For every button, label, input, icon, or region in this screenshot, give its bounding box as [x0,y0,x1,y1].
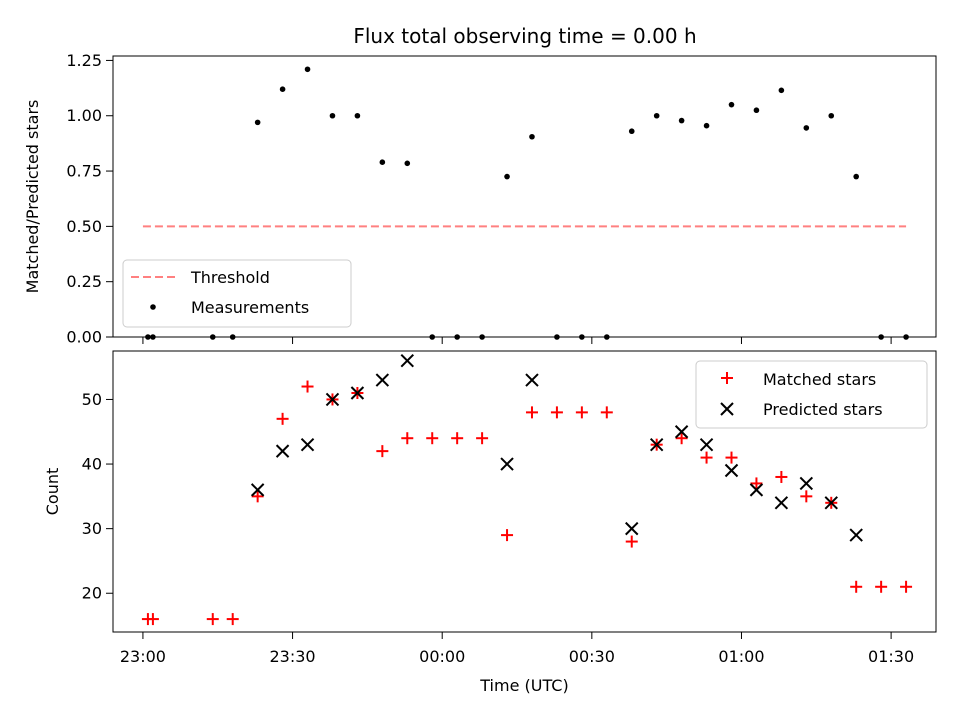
predicted-point [699,437,714,452]
predicted-point [649,437,664,452]
matched-point [376,445,389,458]
matched-point [900,580,913,593]
measurement-point [653,112,660,119]
measurement-point [703,122,710,129]
predicted-point [525,373,539,387]
x-tick-label: 01:30 [868,647,914,666]
x-tick-label: 00:00 [419,647,465,666]
matched-point [600,406,613,419]
matched-point [700,451,713,464]
matched-point [226,613,239,626]
x-axis-label: Time (UTC) [479,676,568,695]
matched-point [850,580,863,593]
bottom-y-tick-label: 20 [82,584,102,603]
bottom-legend: Matched stars Predicted stars [695,360,928,429]
legend-measurements-label: Measurements [191,298,309,317]
matched-point [206,613,219,626]
predicted-point [625,521,639,536]
measurement-point [753,107,760,114]
predicted-point [824,496,838,510]
predicted-point [500,457,514,471]
bottom-y-tick-label: 50 [82,390,102,409]
measurement-point [803,125,810,131]
measurement-point [529,133,535,140]
matched-point [525,406,538,419]
measurement-point [279,86,286,92]
top-panel-frame [112,55,937,338]
predicted-point [774,496,789,510]
measurement-point [728,101,735,108]
matched-point [301,380,314,393]
measurement-point [778,87,785,94]
top-y-tick-label: 0.25 [66,272,102,291]
measurement-point [329,112,336,119]
predicted-point [400,353,414,368]
top-y-tick-label: 0.00 [66,328,102,347]
bottom-y-tick-label: 30 [82,519,102,538]
measurement-point [354,112,361,119]
predicted-point [325,392,340,407]
measurement-point [379,159,386,166]
predicted-point [275,444,290,458]
top-panel: 0.00 0.25 0.50 0.75 1.00 1.25 Matched/Predict… [23,51,937,347]
predicted-point [674,425,689,439]
measurement-point [304,66,311,73]
top-y-tick-label: 1.25 [66,51,102,70]
x-tick-label: 23:30 [270,647,316,666]
predicted-point [849,528,863,542]
predicted-point [350,386,365,400]
matched-point [675,432,688,445]
x-tick-label: 00:30 [569,647,615,666]
measurement-point [628,128,635,135]
matched-point [476,432,489,445]
top-legend: Threshold Measurements [122,259,352,328]
bottom-panel-frame [112,350,937,633]
legend-predicted-swatch [720,402,734,416]
top-y-tick-label: 0.50 [66,217,102,236]
predicted-point [749,483,764,497]
predicted-point [375,373,390,387]
legend-matched-swatch [721,372,733,384]
legend-matched-label: Matched stars [763,370,876,389]
matched-point [146,613,159,626]
legend-measurements-swatch [150,304,156,310]
matched-point [875,580,888,593]
predicted-point [799,476,814,491]
matched-point [775,470,788,483]
matched-point [401,432,414,445]
predicted-point [724,463,739,478]
matched-point [251,490,264,503]
x-tick-label: 01:00 [718,647,764,666]
top-y-tick-label: 1.00 [66,106,102,125]
matched-point [725,451,738,464]
matched-point [426,432,439,445]
top-y-axis-label: Matched/Predicted stars [23,100,42,294]
x-tick-label: 23:00 [120,647,166,666]
bottom-y-tick-label: 40 [82,455,102,474]
matched-point [501,529,514,542]
matched-point [625,535,638,548]
chart-title: Flux total observing time = 0.00 h [353,24,696,48]
predicted-point [300,437,315,452]
measurement-point [254,119,261,126]
measurement-point [404,160,411,167]
predicted-point [250,483,265,497]
bottom-y-axis-label: Count [43,468,62,516]
matched-point [276,412,289,425]
measurement-point [853,173,859,180]
measurement-point [828,112,835,119]
matched-point [750,477,763,490]
matched-point [800,490,813,503]
measurement-point [678,117,685,124]
matched-point [575,406,588,419]
measurement-point [504,173,510,180]
top-y-tick-label: 0.75 [66,162,102,181]
matched-point [451,432,464,445]
legend-predicted-label: Predicted stars [763,400,883,419]
matched-point [550,406,563,419]
legend-threshold-label: Threshold [190,268,270,287]
